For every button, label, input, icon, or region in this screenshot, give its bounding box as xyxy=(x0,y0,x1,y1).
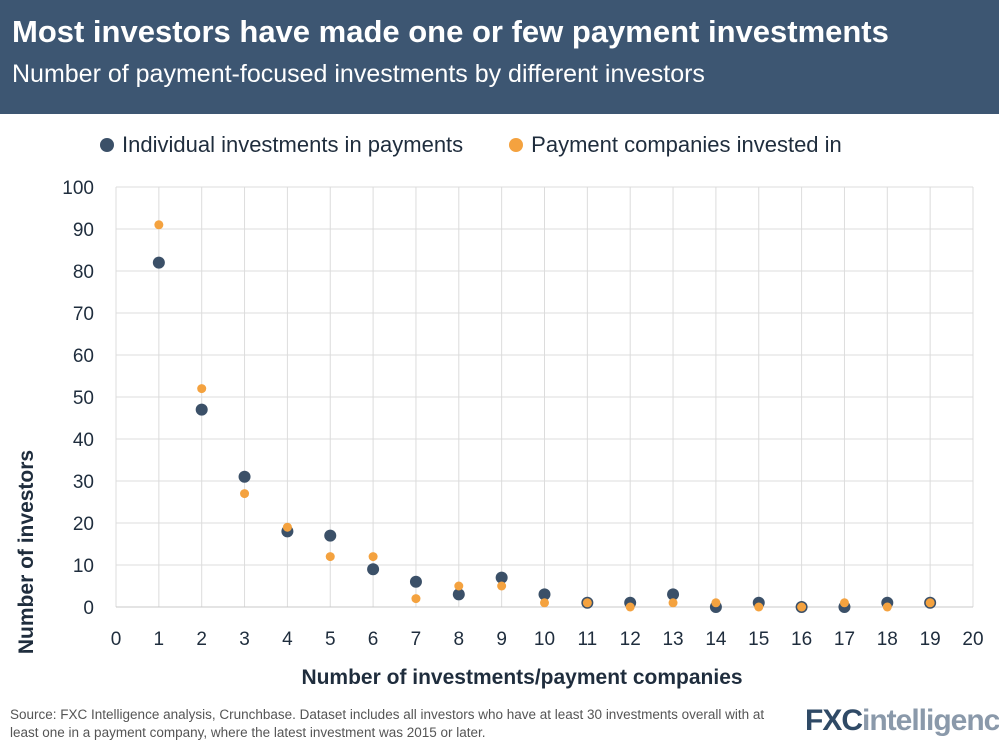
logo-intelligence-text: intelligence xyxy=(862,704,999,737)
point-individual-investments xyxy=(667,588,680,601)
point-individual-investments xyxy=(152,256,165,269)
page-title: Most investors have made one or few paym… xyxy=(12,14,889,49)
point-payment-companies xyxy=(582,598,592,608)
y-tick-label: 20 xyxy=(73,514,94,535)
x-tick-label: 8 xyxy=(454,629,465,650)
y-tick-label: 30 xyxy=(73,472,94,493)
y-tick-label: 40 xyxy=(73,430,94,451)
header-banner: Most investors have made one or few paym… xyxy=(0,0,999,114)
y-tick-label: 50 xyxy=(73,388,94,409)
y-tick-label: 60 xyxy=(73,346,94,367)
y-tick-label: 90 xyxy=(73,220,94,241)
x-tick-label: 1 xyxy=(154,629,165,650)
y-tick-label: 70 xyxy=(73,304,94,325)
x-tick-label: 5 xyxy=(325,629,336,650)
point-payment-companies xyxy=(797,602,807,612)
source-note: Source: FXC Intelligence analysis, Crunc… xyxy=(10,707,765,740)
fxc-intelligence-logo: FXCintelligence xyxy=(805,704,999,738)
point-payment-companies xyxy=(754,602,764,612)
logo-fx-text: FXC xyxy=(805,704,863,737)
point-payment-companies xyxy=(497,581,507,591)
point-individual-investments xyxy=(367,563,380,576)
x-tick-label: 11 xyxy=(577,629,597,650)
chart-grid xyxy=(115,186,974,608)
point-payment-companies xyxy=(154,220,164,230)
x-tick-label: 18 xyxy=(877,629,898,650)
point-payment-companies xyxy=(668,598,678,608)
x-tick-label: 2 xyxy=(196,629,207,650)
x-tick-label: 9 xyxy=(496,629,507,650)
point-payment-companies xyxy=(882,602,892,612)
legend-item-payment-companies: Payment companies invested in xyxy=(509,132,842,158)
point-payment-companies xyxy=(240,489,250,499)
y-tick-label: 0 xyxy=(83,598,94,619)
legend-marker-dark-icon xyxy=(100,138,114,152)
x-tick-label: 15 xyxy=(748,629,769,650)
x-tick-label: 4 xyxy=(282,629,293,650)
chart-legend: Individual investments in payments Payme… xyxy=(100,130,888,160)
point-payment-companies xyxy=(454,581,464,591)
point-individual-investments xyxy=(409,575,422,588)
page-subtitle: Number of payment-focused investments by… xyxy=(12,60,705,88)
point-individual-investments xyxy=(538,588,551,601)
point-payment-companies xyxy=(325,552,335,562)
legend-label-individual-investments: Individual investments in payments xyxy=(122,132,464,157)
point-payment-companies xyxy=(925,598,935,608)
point-payment-companies xyxy=(839,598,849,608)
x-tick-label: 10 xyxy=(534,629,555,650)
x-axis-ticks: 0 1 2 3 4 5 6 7 8 9 10 11 12 13 14 15 16 17 18 19 20 xyxy=(111,629,984,650)
legend-label-payment-companies: Payment companies invested in xyxy=(531,132,842,157)
x-tick-label: 13 xyxy=(662,629,683,650)
x-tick-label: 16 xyxy=(791,629,812,650)
point-individual-investments xyxy=(452,588,465,601)
legend-marker-orange-icon xyxy=(509,138,524,152)
x-tick-label: 3 xyxy=(239,629,250,650)
y-tick-label: 10 xyxy=(73,556,94,577)
chart-points xyxy=(152,220,937,613)
point-payment-companies xyxy=(197,384,207,394)
y-axis-ticks: 0 10 20 30 40 50 60 70 80 90 100 xyxy=(62,178,94,619)
point-payment-companies xyxy=(368,552,378,562)
point-payment-companies xyxy=(711,598,721,608)
point-payment-companies xyxy=(625,602,635,612)
x-tick-label: 12 xyxy=(620,629,641,650)
y-tick-label: 80 xyxy=(73,262,94,283)
point-payment-companies xyxy=(411,594,421,604)
point-payment-companies xyxy=(282,522,292,532)
legend-item-individual-investments: Individual investments in payments xyxy=(100,132,463,158)
x-tick-label: 7 xyxy=(411,629,422,650)
point-individual-investments xyxy=(238,470,251,483)
point-individual-investments xyxy=(495,571,508,584)
x-tick-label: 0 xyxy=(111,629,122,650)
point-payment-companies xyxy=(540,598,549,608)
x-tick-label: 19 xyxy=(920,629,941,650)
x-tick-label: 17 xyxy=(834,629,855,650)
x-axis-label: Number of investments/payment companies xyxy=(301,666,742,689)
y-axis-label: Number of investors xyxy=(15,450,38,654)
x-tick-label: 20 xyxy=(962,629,983,650)
point-individual-investments xyxy=(324,529,337,542)
x-tick-label: 14 xyxy=(705,629,727,650)
point-individual-investments xyxy=(195,403,208,416)
x-tick-label: 6 xyxy=(368,629,379,650)
y-tick-label: 100 xyxy=(62,178,94,199)
